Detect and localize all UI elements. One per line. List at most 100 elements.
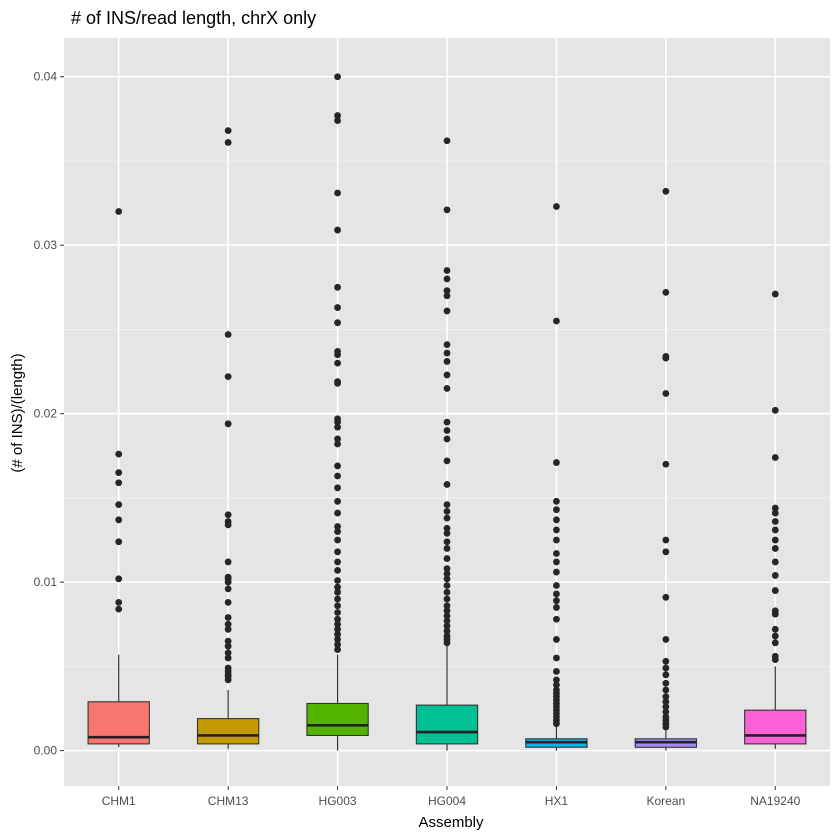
x-tick-label: CHM13 bbox=[208, 794, 249, 808]
outlier-point bbox=[443, 622, 451, 630]
outlier-point bbox=[334, 440, 341, 448]
outlier-point bbox=[224, 139, 232, 146]
outlier-point bbox=[224, 331, 232, 338]
outlier-point bbox=[771, 290, 779, 298]
outlier-point bbox=[443, 575, 451, 583]
outlier-point bbox=[224, 642, 232, 650]
outlier-point bbox=[553, 681, 560, 689]
outlier-point bbox=[771, 454, 779, 461]
outlier-point bbox=[443, 358, 451, 365]
y-tick-label: 0.04 bbox=[34, 70, 58, 84]
outlier-point bbox=[334, 283, 341, 291]
outlier-point bbox=[553, 676, 560, 684]
outlier-point bbox=[662, 664, 670, 672]
outlier-point bbox=[443, 481, 451, 488]
outlier-point bbox=[334, 641, 341, 648]
outlier-point bbox=[334, 528, 341, 536]
box-group-korean bbox=[634, 187, 698, 751]
outlier-point bbox=[443, 341, 451, 349]
outlier-point bbox=[771, 587, 779, 594]
outlier-point bbox=[334, 415, 341, 423]
x-tick-label: HG003 bbox=[319, 794, 357, 808]
outlier-point bbox=[224, 637, 232, 645]
outlier-point bbox=[334, 609, 341, 616]
outlier-point bbox=[443, 267, 451, 274]
outlier-point bbox=[553, 497, 560, 505]
outlier-point bbox=[662, 536, 670, 544]
outlier-point bbox=[553, 203, 560, 210]
outlier-point bbox=[224, 420, 232, 428]
outlier-point bbox=[224, 511, 232, 519]
x-axis-title: Assembly bbox=[418, 814, 484, 831]
outlier-point bbox=[443, 538, 451, 546]
outlier-point bbox=[334, 304, 341, 311]
outlier-point bbox=[334, 319, 341, 327]
outlier-point bbox=[771, 406, 779, 414]
outlier-point bbox=[443, 565, 451, 573]
box bbox=[196, 718, 260, 745]
outlier-point bbox=[334, 523, 341, 530]
outlier-point bbox=[115, 516, 123, 524]
outlier-point bbox=[443, 307, 451, 315]
x-tick-label: CHM1 bbox=[102, 794, 136, 808]
outlier-point bbox=[443, 501, 451, 509]
outlier-point bbox=[553, 686, 560, 694]
outlier-point bbox=[662, 679, 670, 687]
outlier-point bbox=[553, 654, 560, 662]
outlier-point bbox=[771, 558, 779, 566]
outlier-point bbox=[334, 378, 341, 386]
box-group-na19240 bbox=[744, 290, 807, 749]
outlier-point bbox=[662, 187, 670, 195]
outlier-point bbox=[334, 577, 341, 584]
outlier-point bbox=[771, 607, 779, 615]
outlier-point bbox=[334, 583, 341, 591]
x-tick-label: HX1 bbox=[545, 794, 569, 808]
outlier-point bbox=[443, 555, 451, 562]
outlier-point bbox=[443, 287, 451, 295]
outlier-point bbox=[224, 654, 232, 662]
outlier-point bbox=[553, 604, 560, 611]
outlier-point bbox=[443, 607, 451, 615]
box-group-hg003 bbox=[306, 73, 369, 751]
outlier-point bbox=[553, 558, 560, 566]
outlier-point bbox=[553, 459, 560, 466]
outlier-point bbox=[553, 568, 560, 576]
outlier-point bbox=[334, 73, 341, 81]
outlier-point bbox=[443, 507, 451, 515]
box-group-chm1 bbox=[87, 208, 150, 748]
box-group-chm13 bbox=[196, 127, 260, 749]
outlier-point bbox=[224, 518, 232, 525]
outlier-point bbox=[334, 615, 341, 623]
outlier-point bbox=[662, 593, 670, 601]
outlier-point bbox=[553, 636, 560, 643]
outlier-point bbox=[443, 385, 451, 392]
outlier-point bbox=[553, 668, 560, 675]
outlier-point bbox=[443, 371, 451, 379]
outlier-point bbox=[115, 450, 123, 458]
outlier-point bbox=[224, 625, 232, 633]
outlier-point bbox=[224, 614, 232, 621]
y-axis-title: (# of INS)/(length) bbox=[9, 353, 26, 472]
outlier-point bbox=[443, 570, 451, 578]
outlier-point bbox=[553, 317, 560, 325]
outlier-point bbox=[224, 649, 232, 657]
outlier-point bbox=[224, 664, 232, 672]
outlier-point bbox=[224, 598, 232, 606]
outlier-point bbox=[334, 636, 341, 643]
outlier-point bbox=[224, 373, 232, 381]
outlier-point bbox=[334, 435, 341, 443]
x-tick-label: HG004 bbox=[428, 794, 466, 808]
outlier-point bbox=[443, 602, 451, 610]
outlier-point bbox=[771, 625, 779, 633]
outlier-point bbox=[115, 501, 123, 509]
y-tick-label: 0.03 bbox=[34, 238, 58, 252]
outlier-point bbox=[115, 479, 123, 487]
outlier-point bbox=[662, 657, 670, 665]
outlier-point bbox=[115, 605, 123, 613]
outlier-point bbox=[443, 292, 451, 300]
outlier-point bbox=[334, 226, 341, 234]
outlier-point bbox=[115, 575, 123, 583]
outlier-point bbox=[443, 545, 451, 552]
box bbox=[306, 702, 369, 737]
outlier-point bbox=[443, 588, 451, 596]
